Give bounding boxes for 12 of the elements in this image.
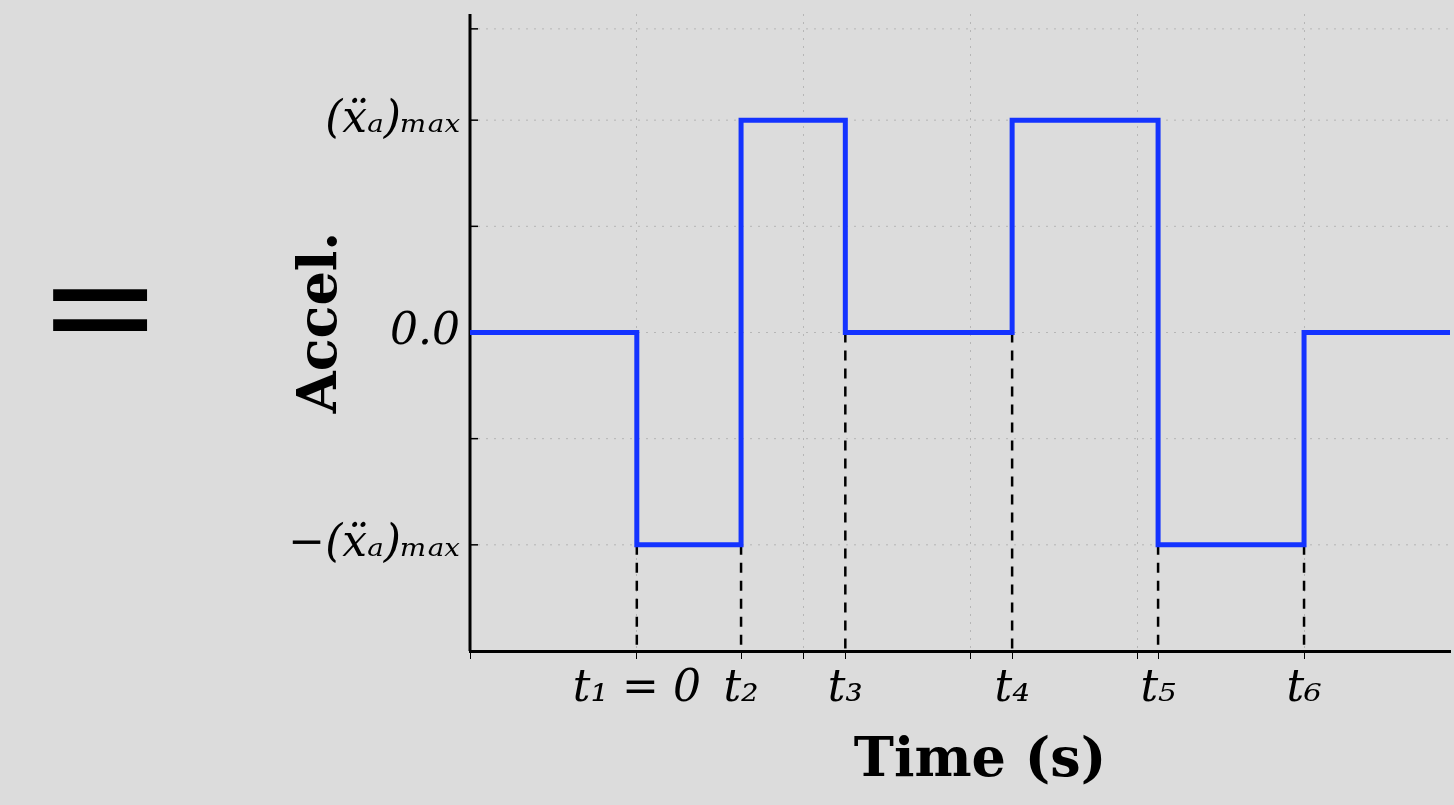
x-tick-label: t₁ = 0: [572, 659, 701, 711]
text: −(ẍₐ)ₘₐₓ: [288, 515, 461, 567]
x-tick-label: t₂: [723, 659, 759, 711]
text: =: [37, 217, 163, 392]
text: (ẍₐ)ₘₐₓ: [325, 90, 461, 142]
y-axis-title: Accel.: [285, 231, 350, 415]
x-tick-label: t₅: [1140, 659, 1177, 711]
x-tick-label: t₃: [827, 659, 863, 711]
text: 0.0: [390, 302, 460, 354]
x-tick-label: t₆: [1286, 659, 1322, 711]
x-tick-label: t₄: [994, 659, 1030, 711]
x-axis-title: Time (s): [853, 725, 1107, 790]
